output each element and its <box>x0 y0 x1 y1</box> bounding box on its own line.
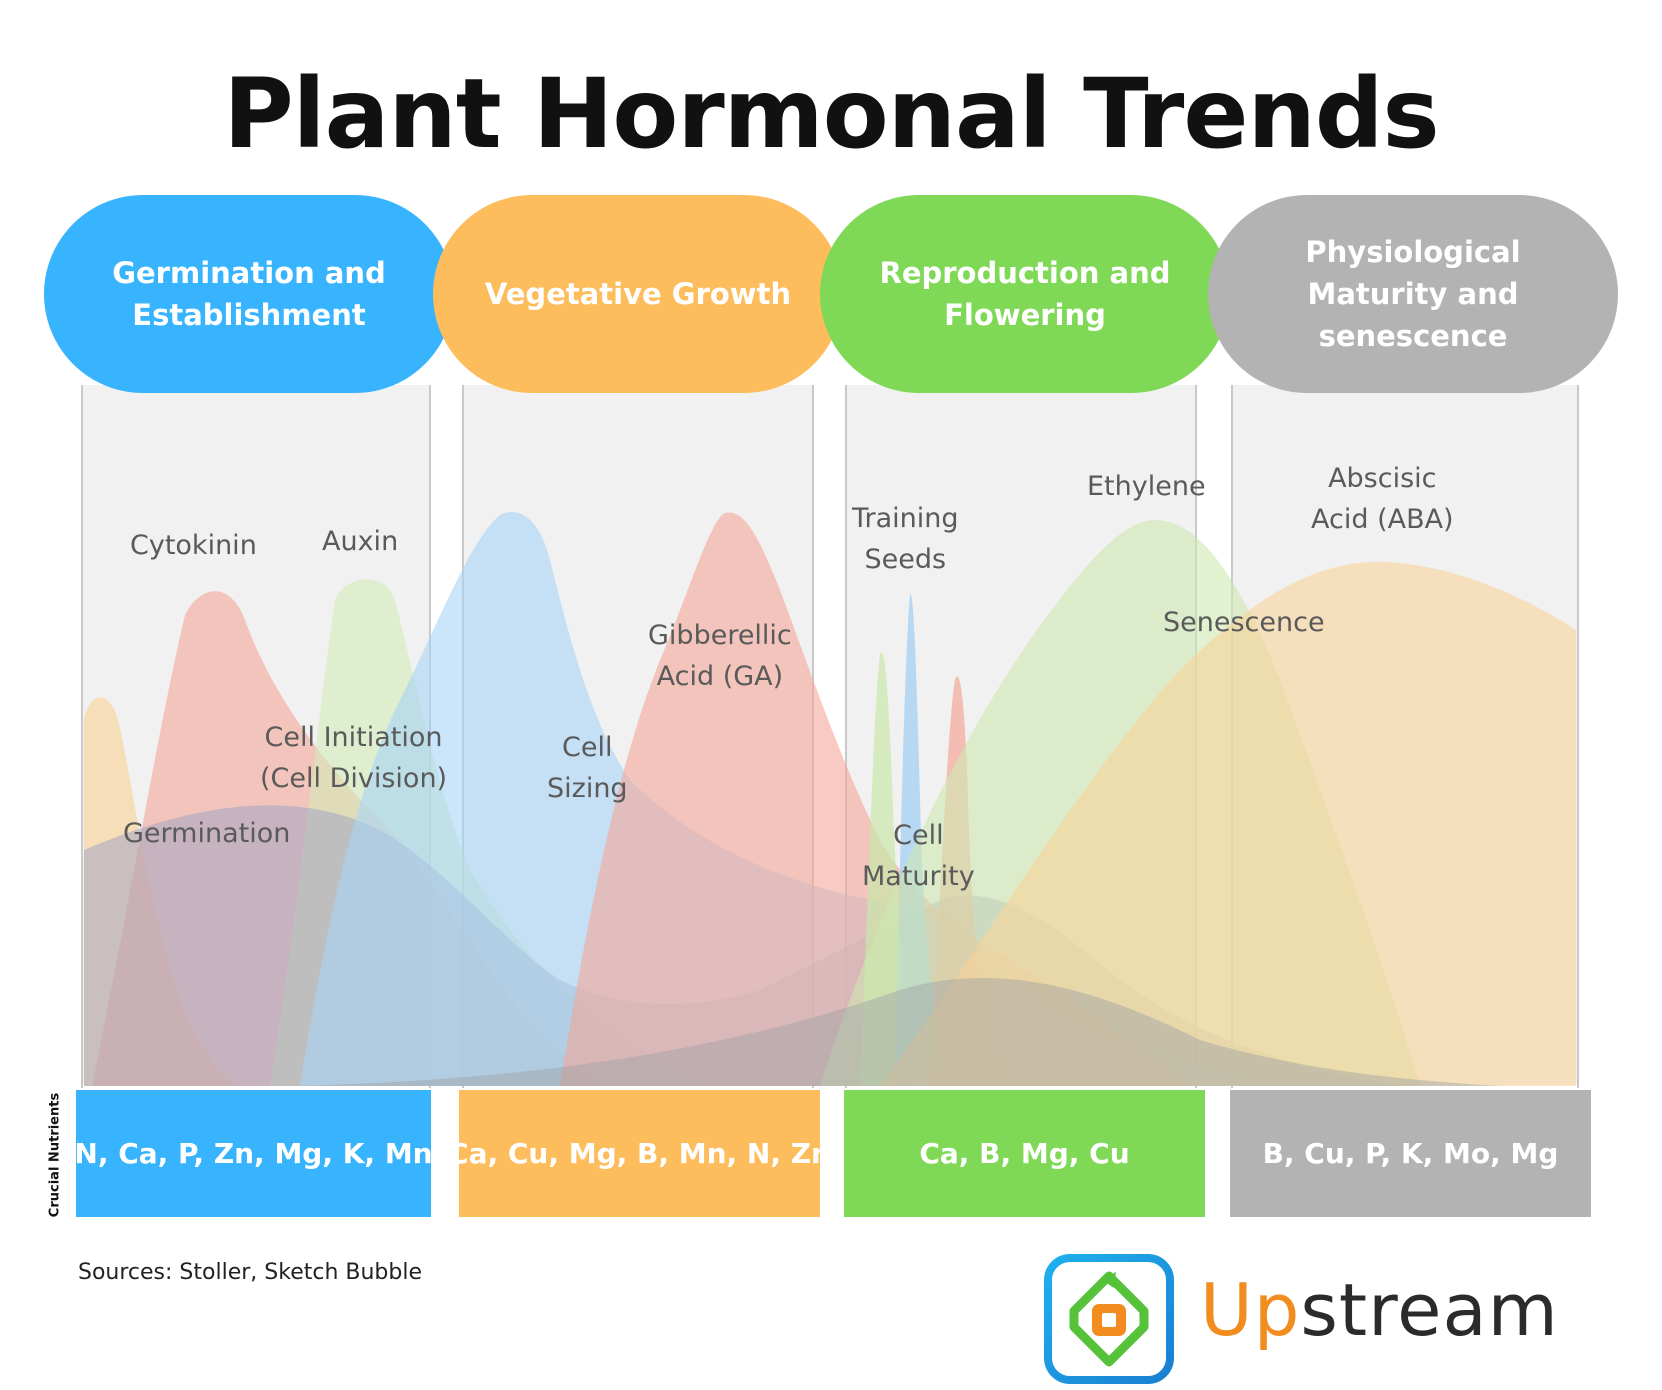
senescence-curve <box>300 978 1500 1086</box>
logo-text-stream: stream <box>1300 1268 1559 1352</box>
stage-label: Germination and Establishment <box>112 256 386 332</box>
label-gibberellic-acid: Gibberellic Acid (GA) <box>648 615 792 697</box>
nutrients-maturity: B, Cu, P, K, Mo, Mg <box>1230 1090 1591 1217</box>
label-abscisic-acid: Abscisic Acid (ABA) <box>1311 458 1454 540</box>
label-line: Abscisic <box>1328 463 1437 494</box>
nutrients-reproduction: Ca, B, Mg, Cu <box>844 1090 1205 1217</box>
label-line: Seeds <box>864 544 947 575</box>
stage-reproduction-flowering: Reproduction and Flowering <box>820 195 1230 393</box>
label-cell-maturity: Cell Maturity <box>862 815 975 897</box>
label-line: Cell Initiation <box>264 722 443 753</box>
label-cell-sizing: Cell Sizing <box>547 727 628 809</box>
label-ethylene: Ethylene <box>1087 471 1206 502</box>
label-cell-initiation: Cell Initiation (Cell Division) <box>260 717 447 799</box>
crucial-nutrients-label: Crucial Nutrients <box>47 1092 63 1218</box>
stage-physiological-maturity: Physiological Maturity and senescence <box>1208 195 1618 393</box>
label-line: (Cell Division) <box>260 763 448 794</box>
label-line: Maturity <box>862 861 975 892</box>
upstream-logo-icon <box>1044 1254 1174 1384</box>
label-line: Acid (GA) <box>656 661 784 692</box>
abscisic-acid-curve <box>880 561 1576 1086</box>
logo-text-up: Up <box>1200 1268 1301 1352</box>
label-line: Cell <box>562 732 613 763</box>
cell-sizing-curve <box>300 512 1300 1086</box>
nutrients-germination: N, Ca, P, Zn, Mg, K, Mn <box>74 1090 433 1217</box>
stage-vegetative-growth: Vegetative Growth <box>433 195 843 393</box>
label-line: Cell <box>893 820 944 851</box>
gibberellic-acid-curve <box>560 512 1200 1086</box>
label-line: Sizing <box>547 773 628 804</box>
label-line: Acid (ABA) <box>1311 504 1454 535</box>
upstream-logo-text: Upstream <box>1200 1268 1559 1352</box>
stage-label: Physiological Maturity and senescence <box>1305 235 1521 353</box>
label-auxin: Auxin <box>322 526 399 557</box>
page-title: Plant Hormonal Trends <box>223 58 1439 170</box>
stage-label: Reproduction and Flowering <box>879 256 1171 332</box>
label-cytokinin: Cytokinin <box>130 530 257 561</box>
label-line: Gibberellic <box>648 620 792 651</box>
nutrients-vegetative: Ca, Cu, Mg, B, Mn, N, Zn <box>448 1090 831 1217</box>
label-germination: Germination <box>123 818 291 849</box>
sources-note: Sources: Stoller, Sketch Bubble <box>78 1260 422 1285</box>
label-senescence: Senescence <box>1163 607 1325 638</box>
stage-germination-establishment: Germination and Establishment <box>44 195 454 393</box>
label-line: Training <box>852 503 959 534</box>
stage-label: Vegetative Growth <box>484 277 792 311</box>
label-training-seeds: Training Seeds <box>852 498 959 580</box>
